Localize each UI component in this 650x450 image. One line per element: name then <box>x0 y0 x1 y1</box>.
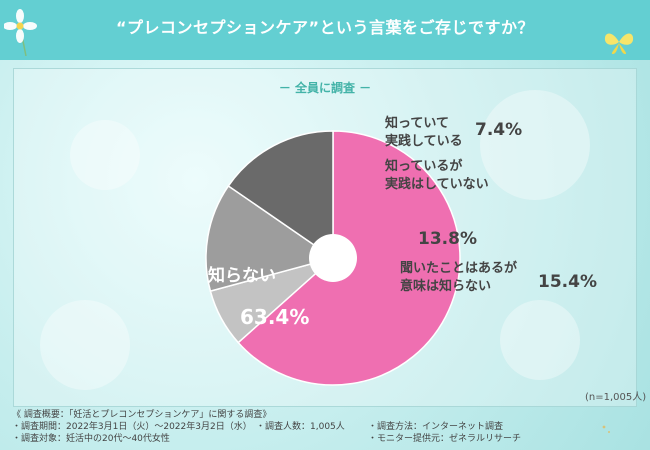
title-bar <box>0 0 650 60</box>
slice-label-line: 聞いたことはあるが <box>400 261 518 276</box>
donut-hole <box>309 234 357 282</box>
survey-period: ・調査期間：2022年3月1日（火）～2022年3月2日（水） <box>12 422 252 432</box>
slice-label-line: 知っているが <box>385 159 463 174</box>
slice-known-not-practicing <box>205 184 335 293</box>
survey-method: ・調査方法：インターネット調査 <box>368 422 504 432</box>
survey-count: ・調査人数：1,005人 <box>256 422 345 432</box>
slice-label-line: 知らない <box>208 266 276 286</box>
slice-label-heard-not-understood: 聞いたことはあるが 意味は知らない <box>400 260 517 296</box>
slice-value-practicing: 7.4% <box>475 120 523 140</box>
bokeh-light <box>500 300 580 380</box>
sample-size-note: (n=1,005人) <box>585 392 647 403</box>
slice-heard-not-understood <box>227 130 334 260</box>
slice-label-line: 知っていて <box>385 116 449 131</box>
slice-value-heard-not-understood: 15.4% <box>538 272 597 292</box>
bokeh-light <box>480 90 590 200</box>
slice-label-line: 実践している <box>385 134 463 149</box>
brand-logo <box>584 420 610 444</box>
chart-subtitle: － 全員に調査 － <box>278 81 372 95</box>
slice-label-line: 意味は知らない <box>400 279 492 294</box>
bokeh-light <box>70 120 140 190</box>
survey-provider: ・モニター提供元：ゼネラルリサーチ <box>368 434 522 444</box>
butterfly-icon <box>604 33 634 54</box>
slice-label-line: 実践はしていない <box>385 177 489 192</box>
slice-label-not-known: 知らない <box>208 266 276 286</box>
slice-label-practicing: 知っていて 実践している <box>385 115 463 151</box>
slice-value-known-not-practicing: 13.8% <box>418 229 477 249</box>
slice-label-known-not-practicing: 知っているが 実践はしていない <box>385 158 489 194</box>
chart-title: “プレコンセプションケア”という言葉をご存じですか？ <box>115 18 535 37</box>
bokeh-light <box>40 300 130 390</box>
flower-icon <box>4 9 37 56</box>
survey-summary: 《 調査概要：「妊活とプレコンセプションケア」に関する調査》 <box>12 410 272 420</box>
survey-target: ・調査対象：妊活中の20代～40代女性 <box>12 434 170 444</box>
slice-value-not-known: 63.4% <box>240 305 310 329</box>
